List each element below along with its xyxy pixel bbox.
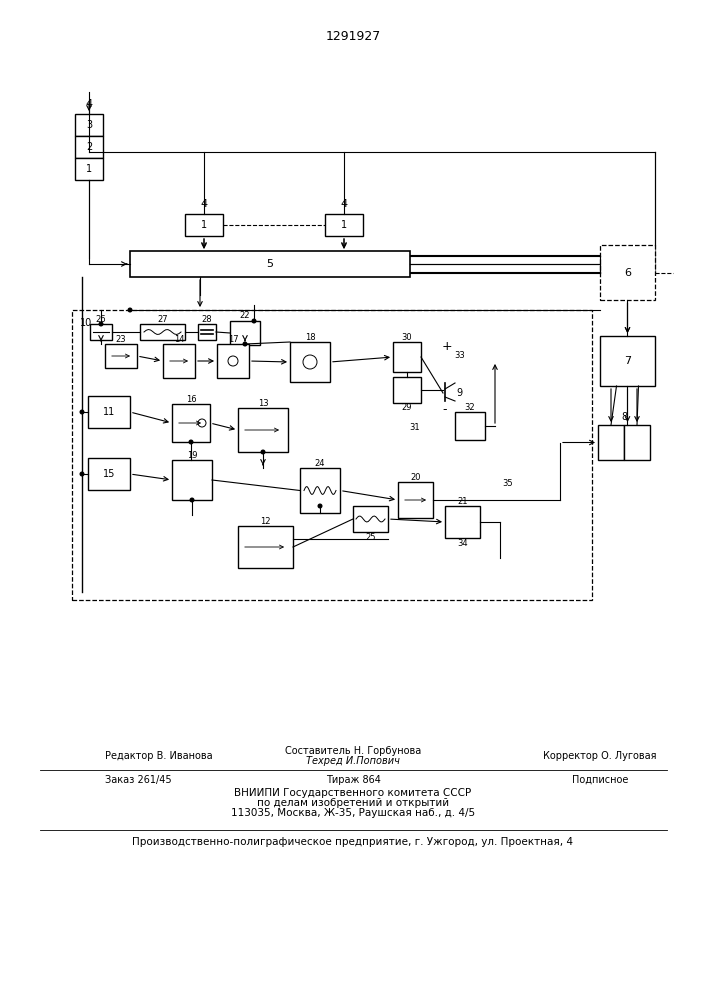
Bar bbox=[72, 310, 592, 600]
Bar bbox=[105, 344, 137, 368]
Text: 35: 35 bbox=[503, 480, 513, 488]
Bar bbox=[325, 214, 363, 236]
Bar bbox=[172, 404, 210, 442]
Text: 21: 21 bbox=[457, 497, 468, 506]
Text: Составитель Н. Горбунова: Составитель Н. Горбунова bbox=[285, 746, 421, 756]
Text: 10: 10 bbox=[80, 318, 92, 328]
Text: Редактор В. Иванова: Редактор В. Иванова bbox=[105, 751, 213, 761]
Bar bbox=[75, 136, 103, 158]
Circle shape bbox=[318, 504, 322, 508]
Text: 113035, Москва, Ж-35, Раушская наб., д. 4/5: 113035, Москва, Ж-35, Раушская наб., д. … bbox=[231, 808, 475, 818]
Text: 3: 3 bbox=[86, 120, 92, 130]
Text: 31: 31 bbox=[409, 422, 421, 432]
Bar bbox=[353, 506, 388, 532]
Text: 20: 20 bbox=[410, 474, 421, 483]
Bar bbox=[445, 506, 480, 538]
Text: Производственно-полиграфическое предприятие, г. Ужгород, ул. Проектная, 4: Производственно-полиграфическое предприя… bbox=[132, 837, 573, 847]
Text: 23: 23 bbox=[116, 336, 127, 344]
Bar bbox=[230, 321, 260, 345]
Bar bbox=[300, 468, 340, 513]
Bar bbox=[88, 396, 130, 428]
Bar bbox=[393, 377, 421, 403]
Text: 13: 13 bbox=[257, 399, 269, 408]
Text: Техред И.Попович: Техред И.Попович bbox=[306, 756, 400, 766]
Text: 27: 27 bbox=[157, 314, 168, 324]
Text: 8: 8 bbox=[621, 412, 627, 422]
Bar bbox=[172, 460, 212, 500]
Bar bbox=[185, 214, 223, 236]
Text: 7: 7 bbox=[624, 356, 631, 366]
Text: 9: 9 bbox=[456, 388, 462, 398]
Text: 18: 18 bbox=[305, 334, 315, 342]
Text: Подписное: Подписное bbox=[572, 775, 629, 785]
Bar bbox=[198, 324, 216, 340]
Circle shape bbox=[190, 498, 194, 502]
Bar bbox=[238, 526, 293, 568]
Bar bbox=[75, 158, 103, 180]
Circle shape bbox=[252, 319, 256, 323]
Text: 4: 4 bbox=[341, 199, 348, 209]
Bar bbox=[238, 408, 288, 452]
Bar bbox=[600, 336, 655, 386]
Text: 1291927: 1291927 bbox=[325, 30, 380, 43]
Text: 22: 22 bbox=[240, 312, 250, 320]
Text: 29: 29 bbox=[402, 402, 412, 412]
Bar bbox=[290, 342, 330, 382]
Bar bbox=[624, 425, 650, 460]
Text: 30: 30 bbox=[402, 334, 412, 342]
Text: 34: 34 bbox=[457, 540, 468, 548]
Text: Тираж 864: Тираж 864 bbox=[325, 775, 380, 785]
Text: 5: 5 bbox=[267, 259, 274, 269]
Text: 4: 4 bbox=[201, 199, 208, 209]
Bar bbox=[90, 324, 112, 340]
Text: 1: 1 bbox=[201, 220, 207, 230]
Bar bbox=[217, 344, 249, 378]
Circle shape bbox=[243, 342, 247, 346]
Text: 14: 14 bbox=[174, 336, 185, 344]
Text: 24: 24 bbox=[315, 460, 325, 468]
Text: 17: 17 bbox=[228, 336, 238, 344]
Bar bbox=[88, 458, 130, 490]
Bar bbox=[455, 412, 485, 440]
Text: ВНИИПИ Государственного комитета СССР: ВНИИПИ Государственного комитета СССР bbox=[235, 788, 472, 798]
Text: 16: 16 bbox=[186, 395, 197, 404]
Text: 19: 19 bbox=[187, 452, 197, 460]
Circle shape bbox=[128, 308, 132, 312]
Text: 4: 4 bbox=[86, 99, 93, 109]
Text: -: - bbox=[443, 403, 448, 416]
Circle shape bbox=[80, 410, 84, 414]
Bar bbox=[75, 114, 103, 136]
Bar bbox=[600, 245, 655, 300]
Text: 6: 6 bbox=[624, 267, 631, 277]
Text: 28: 28 bbox=[201, 314, 212, 324]
Text: +: + bbox=[442, 340, 452, 354]
Text: 25: 25 bbox=[366, 532, 375, 542]
Bar bbox=[130, 251, 410, 277]
Text: 12: 12 bbox=[260, 518, 271, 526]
Text: 1: 1 bbox=[341, 220, 347, 230]
Circle shape bbox=[261, 450, 265, 454]
Text: 11: 11 bbox=[103, 407, 115, 417]
Circle shape bbox=[80, 472, 84, 476]
Bar bbox=[398, 482, 433, 518]
Text: 1: 1 bbox=[86, 164, 92, 174]
Bar bbox=[140, 324, 185, 340]
Text: по делам изобретений и открытий: по делам изобретений и открытий bbox=[257, 798, 449, 808]
Circle shape bbox=[99, 322, 103, 326]
Text: Корректор О. Луговая: Корректор О. Луговая bbox=[543, 751, 657, 761]
Text: 26: 26 bbox=[95, 314, 106, 324]
Text: 33: 33 bbox=[455, 351, 465, 360]
Bar bbox=[393, 342, 421, 372]
Text: 15: 15 bbox=[103, 469, 115, 479]
Text: 2: 2 bbox=[86, 142, 92, 152]
Text: Заказ 261/45: Заказ 261/45 bbox=[105, 775, 172, 785]
Circle shape bbox=[189, 440, 193, 444]
Bar bbox=[163, 344, 195, 378]
Bar bbox=[598, 425, 624, 460]
Text: 32: 32 bbox=[464, 403, 475, 412]
